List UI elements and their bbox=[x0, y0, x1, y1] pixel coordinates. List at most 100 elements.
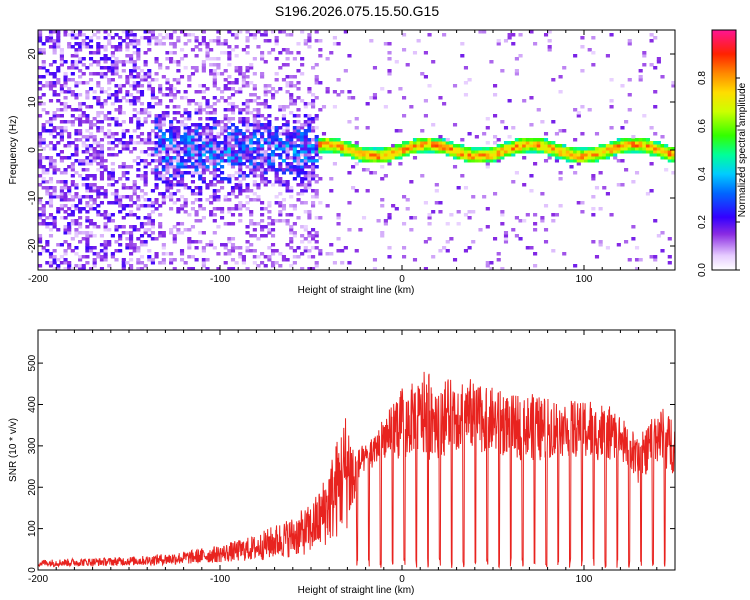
heatmap-cell bbox=[270, 159, 276, 163]
heatmap-cell bbox=[132, 87, 137, 91]
heatmap-cell bbox=[52, 162, 57, 166]
heatmap-cell bbox=[63, 96, 68, 100]
heatmap-cell bbox=[176, 171, 181, 175]
heatmap-cell bbox=[194, 198, 199, 202]
heatmap-cell bbox=[474, 147, 479, 151]
heatmap-cell bbox=[63, 240, 68, 244]
heatmap-cell bbox=[41, 156, 46, 160]
heatmap-cell bbox=[176, 174, 181, 178]
heatmap-cell bbox=[412, 156, 418, 160]
heatmap-cell bbox=[85, 231, 90, 235]
heatmap-cell bbox=[645, 147, 651, 151]
heatmap-cell bbox=[209, 48, 214, 52]
heatmap-cell bbox=[81, 141, 86, 145]
heatmap-cell bbox=[85, 234, 90, 238]
heatmap-cell bbox=[398, 129, 403, 133]
heatmap-cell bbox=[227, 174, 232, 178]
heatmap-cell bbox=[92, 183, 97, 187]
heatmap-cell bbox=[41, 75, 46, 79]
heatmap-cell bbox=[70, 66, 75, 70]
heatmap-cell bbox=[136, 195, 141, 199]
heatmap-cell bbox=[620, 183, 625, 187]
heatmap-cell bbox=[427, 138, 432, 142]
heatmap-cell bbox=[594, 150, 600, 154]
heatmap-cell bbox=[74, 129, 79, 133]
heatmap-cell bbox=[139, 189, 145, 193]
heatmap-cell bbox=[59, 129, 64, 133]
heatmap-cell bbox=[201, 171, 206, 175]
heatmap-cell bbox=[402, 246, 407, 250]
heatmap-cell bbox=[420, 147, 425, 151]
heatmap-cell bbox=[398, 147, 403, 151]
heatmap-cell bbox=[278, 192, 283, 196]
heatmap-cell bbox=[620, 144, 625, 148]
heatmap-cell bbox=[110, 45, 115, 49]
heatmap-cell bbox=[212, 126, 217, 130]
heatmap-cell bbox=[114, 84, 119, 88]
heatmap-cell bbox=[533, 162, 538, 166]
heatmap-cell bbox=[303, 144, 308, 148]
heatmap-cell bbox=[667, 261, 672, 265]
heatmap-cell bbox=[318, 39, 323, 43]
heatmap-cell bbox=[212, 120, 217, 124]
heatmap-cell bbox=[605, 147, 610, 151]
heatmap-cell bbox=[179, 123, 185, 127]
heatmap-cell bbox=[554, 147, 560, 151]
heatmap-cell bbox=[179, 258, 185, 262]
heatmap-cell bbox=[380, 87, 385, 91]
heatmap-cell bbox=[263, 126, 268, 130]
heatmap-cell bbox=[99, 156, 105, 160]
heatmap-cell bbox=[216, 36, 221, 40]
heatmap-cell bbox=[245, 159, 250, 163]
heatmap-cell bbox=[48, 39, 54, 43]
heatmap-cell bbox=[409, 144, 414, 148]
heatmap-cell bbox=[74, 171, 79, 175]
heatmap-cell bbox=[336, 249, 341, 253]
heatmap-cell bbox=[387, 51, 392, 55]
heatmap-cell bbox=[143, 36, 148, 40]
heatmap-cell bbox=[150, 225, 155, 229]
heatmap-cell bbox=[52, 51, 57, 55]
heatmap-cell bbox=[85, 159, 90, 163]
heatmap-cell bbox=[154, 102, 159, 106]
heatmap-cell bbox=[547, 156, 552, 160]
heatmap-cell bbox=[536, 141, 541, 145]
heatmap-cell bbox=[431, 210, 436, 214]
heatmap-cell bbox=[449, 147, 454, 151]
heatmap-cell bbox=[169, 186, 174, 190]
heatmap-cell bbox=[132, 45, 137, 49]
heatmap-cell bbox=[336, 42, 341, 46]
heatmap-cell bbox=[63, 249, 68, 253]
heatmap-cell bbox=[314, 192, 319, 196]
heatmap-cell bbox=[245, 174, 250, 178]
heatmap-cell bbox=[580, 201, 585, 205]
heatmap-cell bbox=[176, 168, 181, 172]
heatmap-cell bbox=[190, 156, 196, 160]
heatmap-cell bbox=[274, 144, 279, 148]
heatmap-cell bbox=[427, 213, 432, 217]
heatmap-cell bbox=[110, 93, 115, 97]
heatmap-cell bbox=[165, 87, 170, 91]
heatmap-cell bbox=[263, 255, 268, 259]
heatmap-cell bbox=[136, 81, 141, 85]
heatmap-cell bbox=[121, 207, 126, 211]
heatmap-cell bbox=[525, 138, 530, 142]
heatmap-cell bbox=[223, 99, 228, 103]
heatmap-cell bbox=[110, 102, 115, 106]
heatmap-cell bbox=[230, 111, 236, 115]
heatmap-cell bbox=[88, 234, 94, 238]
heatmap-cell bbox=[249, 165, 254, 169]
heatmap-cell bbox=[489, 156, 494, 160]
heatmap-cell bbox=[99, 267, 105, 270]
heatmap-cell bbox=[245, 156, 250, 160]
heatmap-cell bbox=[125, 141, 130, 145]
heatmap-cell bbox=[482, 195, 487, 199]
heatmap-cell bbox=[587, 159, 592, 163]
heatmap-cell bbox=[412, 138, 418, 142]
heatmap-cell bbox=[52, 216, 57, 220]
heatmap-cell bbox=[260, 150, 265, 154]
heatmap-cell bbox=[649, 147, 654, 151]
heatmap-cell bbox=[278, 219, 283, 223]
heatmap-cell bbox=[96, 156, 101, 160]
heatmap-cell bbox=[398, 153, 403, 157]
